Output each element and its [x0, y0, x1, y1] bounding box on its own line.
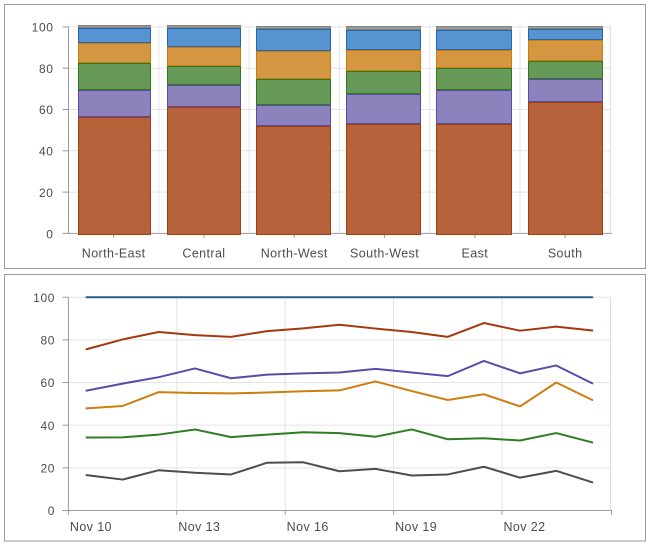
svg-text:Nov 10: Nov 10: [70, 520, 112, 534]
svg-text:Central: Central: [182, 247, 225, 261]
svg-text:North-East: North-East: [82, 247, 146, 261]
svg-text:0: 0: [48, 504, 55, 518]
svg-text:100: 100: [33, 291, 55, 305]
svg-text:40: 40: [39, 145, 54, 159]
svg-text:Nov 16: Nov 16: [287, 520, 329, 534]
svg-text:80: 80: [39, 62, 54, 76]
svg-text:20: 20: [39, 186, 54, 200]
svg-text:South-West: South-West: [350, 247, 419, 261]
svg-text:100: 100: [32, 21, 54, 35]
svg-text:Nov 19: Nov 19: [395, 520, 437, 534]
svg-text:60: 60: [39, 103, 54, 117]
svg-text:0: 0: [46, 228, 53, 242]
svg-text:South: South: [548, 247, 583, 261]
svg-text:East: East: [462, 247, 489, 261]
svg-text:Nov 22: Nov 22: [503, 520, 545, 534]
svg-text:20: 20: [40, 462, 55, 476]
svg-text:40: 40: [40, 419, 55, 433]
svg-text:60: 60: [40, 376, 55, 390]
svg-text:80: 80: [40, 334, 55, 348]
svg-text:North-West: North-West: [261, 247, 328, 261]
svg-text:Nov 13: Nov 13: [178, 520, 220, 534]
